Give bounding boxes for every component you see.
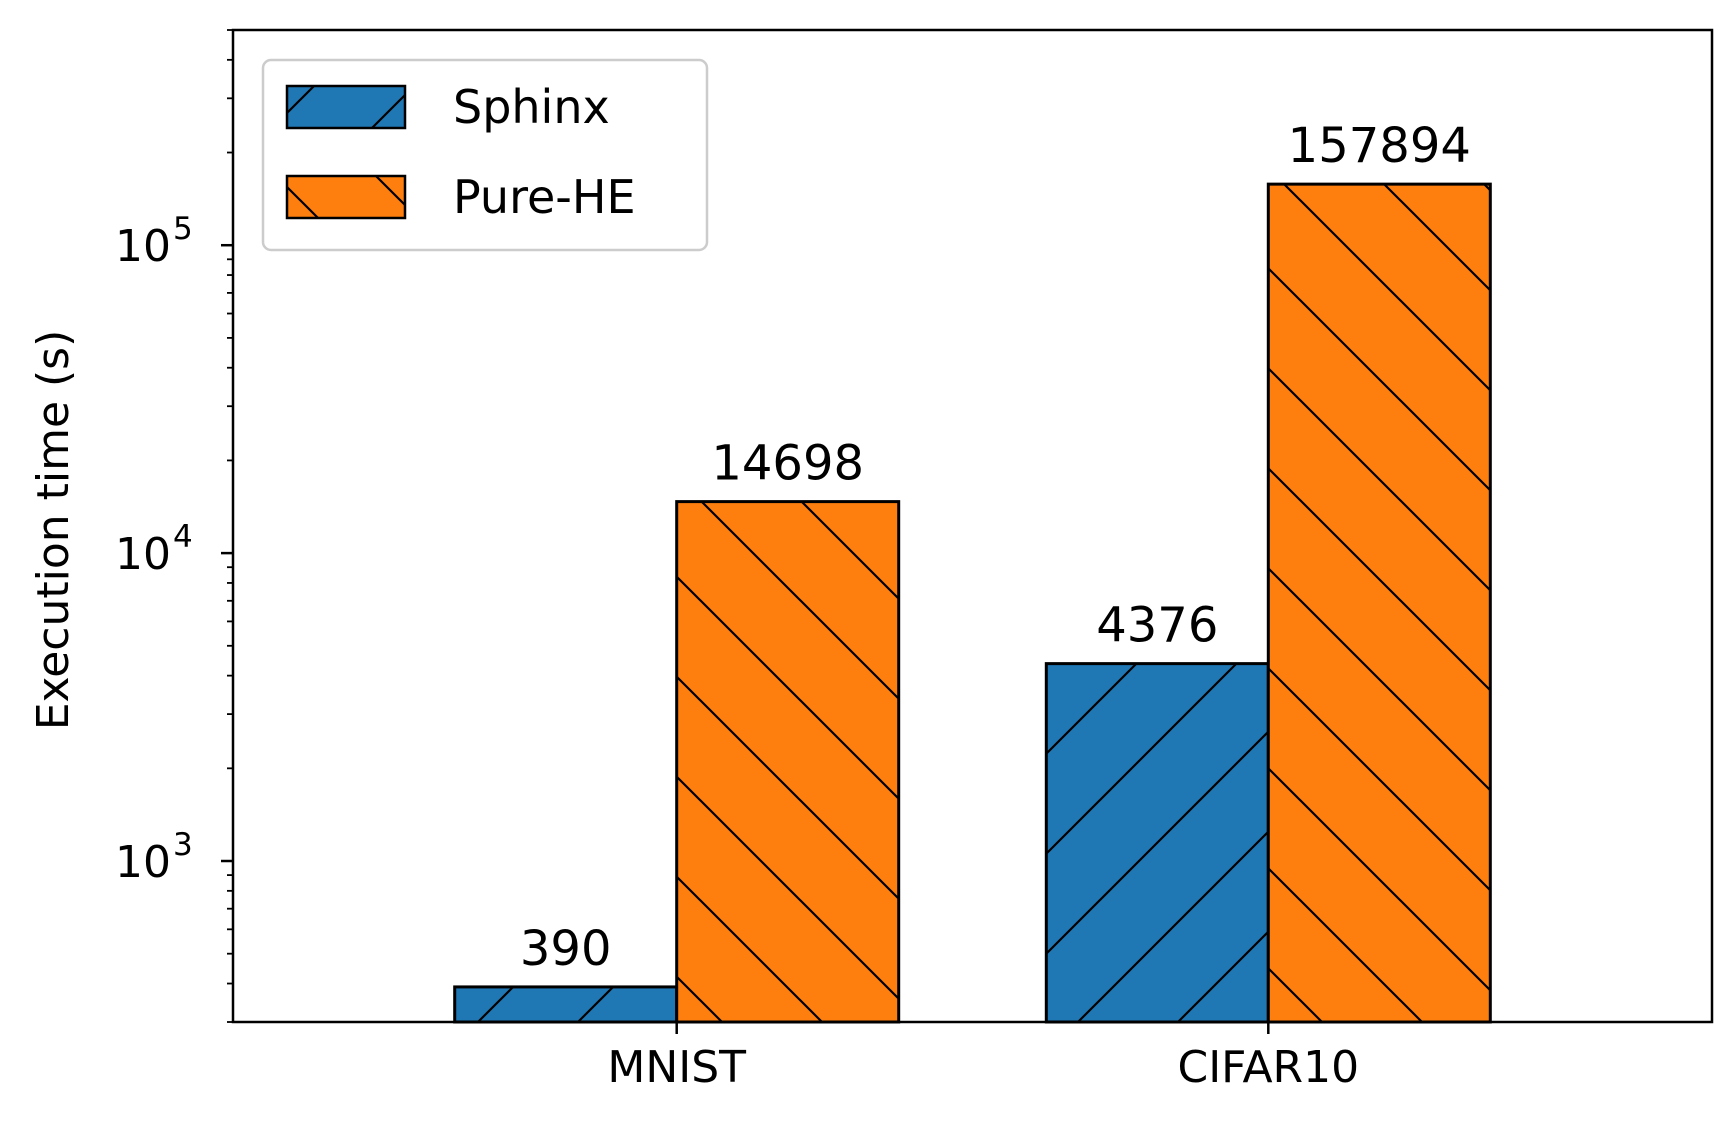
data-label: 157894 bbox=[1288, 118, 1471, 174]
bar-sphinx-cifar10 bbox=[1044, 662, 1270, 1024]
data-labels-layer: 390 4376 14698 157894 bbox=[520, 118, 1471, 977]
y-axis-label: Execution time (s) bbox=[28, 330, 79, 731]
bar-pure-he-mnist bbox=[675, 500, 901, 1024]
bar-sphinx-mnist bbox=[453, 985, 679, 1024]
y-tick-label: 10 bbox=[115, 529, 171, 580]
legend-label: Sphinx bbox=[453, 80, 610, 134]
data-label: 4376 bbox=[1096, 598, 1218, 654]
y-tick-exponent: 3 bbox=[173, 827, 193, 863]
y-tick-exponent: 4 bbox=[173, 519, 193, 555]
legend: Sphinx Pure-HE bbox=[261, 58, 709, 252]
bars-layer bbox=[453, 182, 1492, 1024]
legend-swatch-sphinx bbox=[285, 84, 407, 130]
bar-pure-he-cifar10 bbox=[1266, 182, 1492, 1024]
data-label: 390 bbox=[520, 921, 612, 977]
y-tick-label: 10 bbox=[115, 221, 171, 272]
plot-frame bbox=[231, 28, 1714, 1024]
y-tick-exponent: 5 bbox=[173, 211, 193, 247]
legend-swatch-pure-he bbox=[285, 174, 407, 220]
x-tick-label: MNIST bbox=[607, 1042, 746, 1093]
y-tick-label: 10 bbox=[115, 837, 171, 888]
data-label: 14698 bbox=[711, 436, 864, 492]
x-tick-label: CIFAR10 bbox=[1177, 1042, 1359, 1093]
legend-label: Pure-HE bbox=[453, 170, 636, 224]
